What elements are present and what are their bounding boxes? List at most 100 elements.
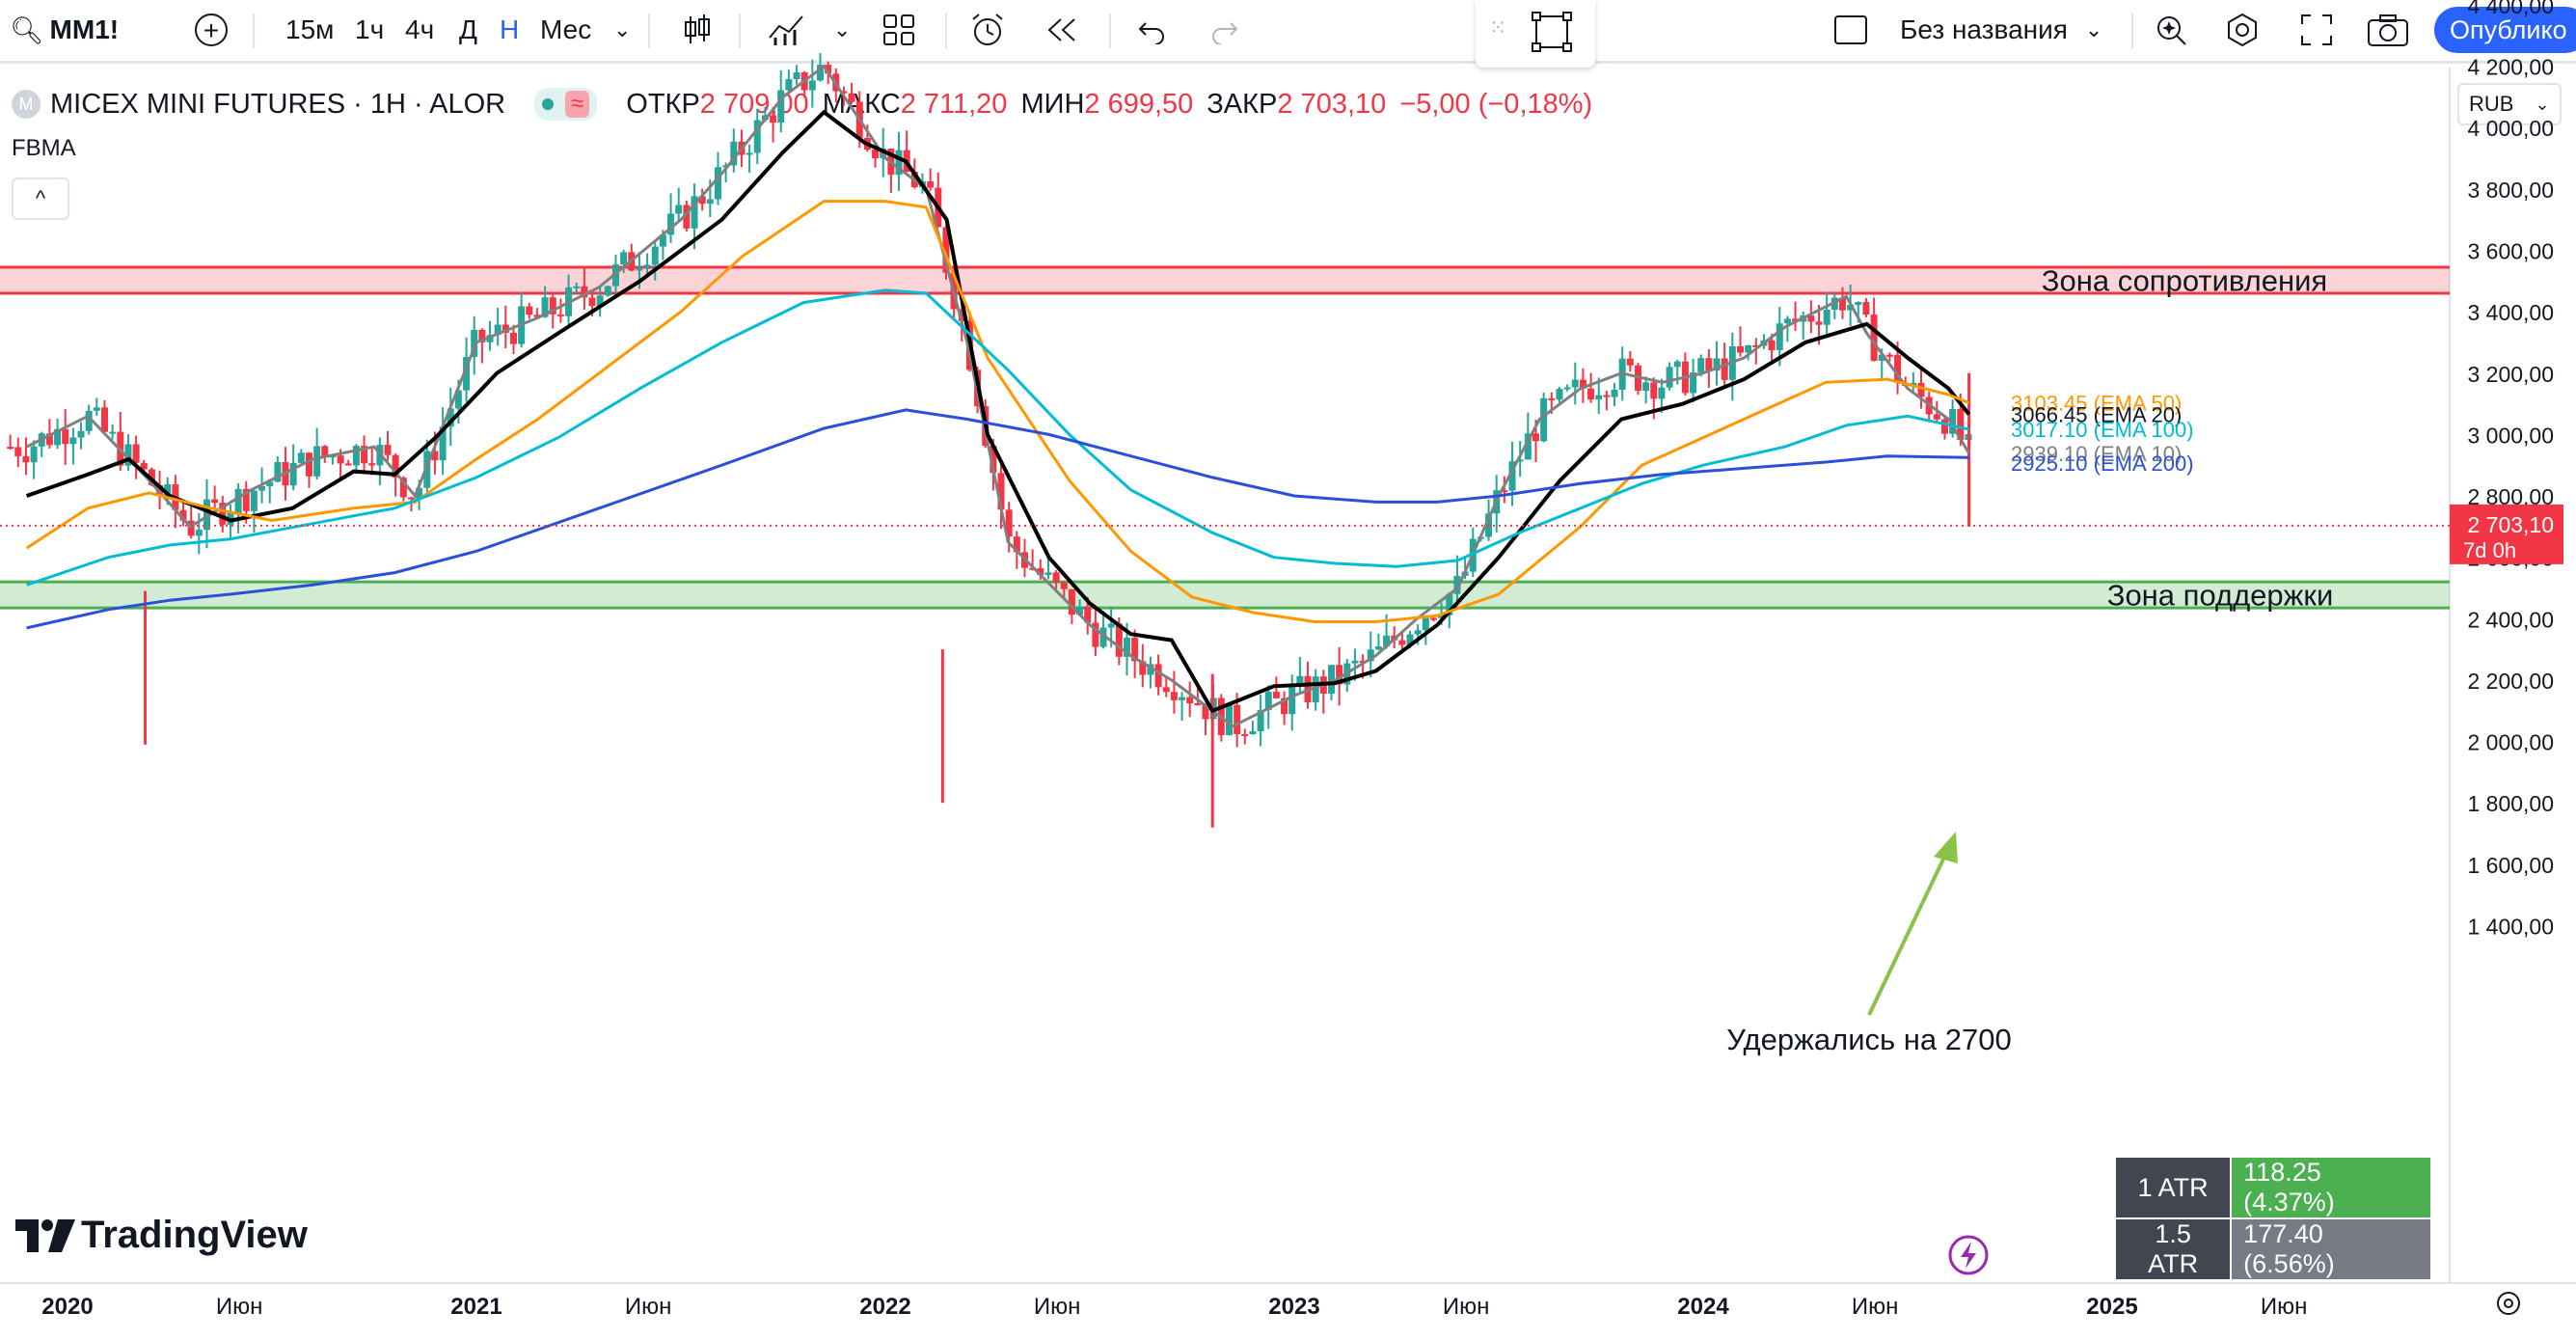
ema-value-label: 2939.10 (EMA 10) <box>2011 442 2182 466</box>
indicators-dropdown[interactable]: ⌄ <box>833 0 851 60</box>
candle-body <box>990 446 997 474</box>
low-label: МИН <box>1020 88 1085 120</box>
candle-body <box>1587 388 1595 400</box>
candle-body <box>1595 395 1603 400</box>
candle-body <box>533 314 541 317</box>
compare-button[interactable]: + <box>195 0 228 60</box>
candle-body <box>965 320 973 370</box>
indicator-name[interactable]: FBMA <box>12 135 76 161</box>
candle-body <box>494 324 502 336</box>
candle-body <box>667 213 675 235</box>
interval-day[interactable]: Д <box>459 14 477 44</box>
candle-body <box>234 488 242 513</box>
candle-body <box>274 462 282 482</box>
replay-button[interactable] <box>1045 0 1080 60</box>
atr-label: 1 ATR <box>2113 1156 2233 1219</box>
zone-label: Зона поддержки <box>2107 579 2334 613</box>
candles-icon <box>685 14 710 43</box>
rectangle-tool-icon[interactable] <box>1530 10 1574 54</box>
candle-body <box>195 530 203 536</box>
interval-month[interactable]: Мес <box>540 14 592 44</box>
candle-body <box>1666 367 1673 388</box>
candle-body <box>1634 365 1641 392</box>
candle-body <box>1642 382 1650 392</box>
fullscreen-button[interactable] <box>2299 0 2334 60</box>
settings-button[interactable] <box>2224 0 2261 60</box>
candle-body <box>1878 354 1885 362</box>
snapshot-button[interactable] <box>2367 0 2409 60</box>
currency-selector[interactable]: RUB ⌄ <box>2457 83 2562 125</box>
interval-4h[interactable]: 4ч <box>405 14 435 44</box>
candle-body <box>950 272 958 310</box>
candle-body <box>1493 490 1501 514</box>
ema-line-ema200 <box>26 408 1969 630</box>
candle-body <box>297 452 305 463</box>
time-axis-settings-icon[interactable] <box>2494 1289 2523 1318</box>
candle-body <box>62 428 69 445</box>
candle-body <box>38 433 45 447</box>
candle-body <box>958 309 965 321</box>
candle-body <box>1556 389 1563 400</box>
interval-1h[interactable]: 1ч <box>355 14 385 44</box>
drag-handle-icon[interactable]: ⁙ <box>1489 15 1506 40</box>
layout-name[interactable]: Без названия ⌄ <box>1900 14 2103 44</box>
interval-dropdown[interactable]: ⌄ <box>613 0 631 60</box>
open-label: ОТКР <box>626 88 700 120</box>
candle-body <box>1179 697 1186 700</box>
candle-body <box>392 454 399 479</box>
candle-body <box>565 287 573 316</box>
y-tick-label: 2 200,00 <box>2467 669 2554 694</box>
current-price-label: 2 703,10 <box>2467 512 2554 537</box>
candle-body <box>156 484 164 496</box>
candle-body <box>1209 697 1217 720</box>
candle-body <box>1194 703 1202 706</box>
candle-body <box>447 408 454 427</box>
candle-body <box>1139 661 1147 675</box>
candles <box>7 53 1972 828</box>
candle-body <box>1611 389 1618 397</box>
chart-type-button[interactable] <box>681 0 714 60</box>
interval-15m[interactable]: 15м <box>285 14 335 44</box>
candle-body <box>620 252 628 265</box>
lightning-icon[interactable] <box>1946 1233 1991 1277</box>
candle-body <box>1217 697 1225 736</box>
atr-row: 1.5 ATR 177.40 (6.56%) <box>2113 1217 2432 1281</box>
layout-button[interactable] <box>1834 0 1867 60</box>
candle-body <box>45 433 53 446</box>
candle-body <box>471 329 478 358</box>
candle-body <box>69 437 77 445</box>
candle-body <box>1453 575 1461 594</box>
candle-body <box>219 503 227 525</box>
candle-body <box>1374 646 1382 650</box>
ema-value-label: 3017.10 (EMA 100) <box>2011 418 2194 442</box>
zone-label: Зона сопротивления <box>2042 264 2327 298</box>
candle-body <box>140 462 148 470</box>
market-status-badge[interactable]: ≈ <box>534 88 598 121</box>
redo-button[interactable] <box>1209 0 1240 60</box>
symbol-search[interactable]: 🔍︎ MM1! <box>10 0 119 60</box>
collapse-legend-button[interactable]: ^ <box>12 178 69 220</box>
quick-search-button[interactable] <box>2153 0 2189 60</box>
candle-body <box>1249 730 1257 735</box>
candle-body <box>604 286 611 296</box>
atr-label: 1.5 ATR <box>2113 1217 2233 1281</box>
publish-button[interactable]: Опублико <box>2434 7 2576 53</box>
templates-button[interactable] <box>881 0 916 60</box>
candle-body <box>1060 582 1068 589</box>
candle-body <box>439 426 447 461</box>
candle-body <box>706 199 714 205</box>
price-zone <box>0 266 2450 294</box>
alert-button[interactable] <box>968 0 1007 60</box>
candle-body <box>313 446 321 477</box>
undo-button[interactable] <box>1136 0 1167 60</box>
candle-body <box>698 196 706 205</box>
indicators-button[interactable] <box>768 0 806 60</box>
chart-title[interactable]: MICEX MINI FUTURES · 1H · ALOR <box>50 88 506 120</box>
interval-week[interactable]: Н <box>500 14 520 44</box>
y-tick-label: 3 600,00 <box>2467 238 2554 263</box>
candle-body <box>1202 703 1209 720</box>
candle-body <box>1351 660 1359 664</box>
candle-body <box>329 455 337 458</box>
alarm-clock-icon <box>972 14 1003 45</box>
